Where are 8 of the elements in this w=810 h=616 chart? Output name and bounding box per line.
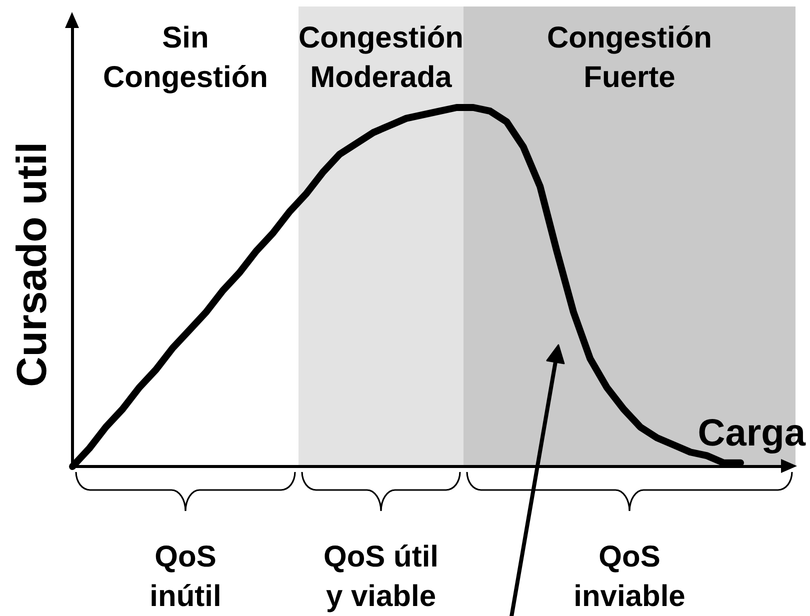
text: QoS inviable xyxy=(574,540,686,614)
y-axis-title: Cursado util xyxy=(8,142,55,388)
text: Congestión Moderada xyxy=(298,22,464,94)
text: QoS inútil xyxy=(150,540,222,614)
text: QoS útil y viable xyxy=(324,540,439,614)
x-axis-title: Carga xyxy=(698,412,806,454)
text: Congestión Fuerte xyxy=(547,22,712,94)
text: Sin Congestión xyxy=(103,22,268,94)
